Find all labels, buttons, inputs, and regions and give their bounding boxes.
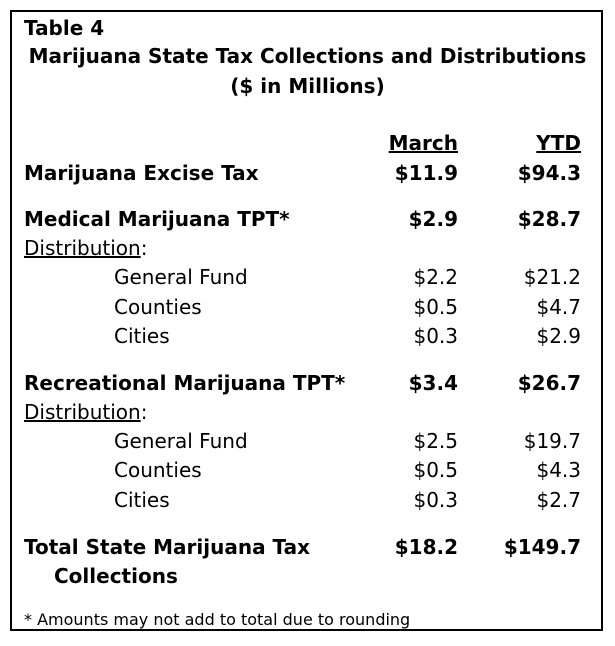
recreational-tpt-label: Recreational Marijuana TPT* bbox=[24, 371, 346, 395]
medical-counties-march: $0.5 bbox=[413, 295, 458, 319]
total-march: $18.2 bbox=[394, 535, 458, 559]
medical-counties-label: Counties bbox=[114, 295, 202, 319]
excise-tax-march: $11.9 bbox=[394, 161, 458, 185]
recreational-tpt-march: $3.4 bbox=[408, 371, 458, 395]
total-ytd: $149.7 bbox=[503, 535, 581, 559]
recreational-counties-march: $0.5 bbox=[413, 458, 458, 482]
footnote: * Amounts may not add to total due to ro… bbox=[24, 610, 411, 629]
col-header-march: March bbox=[388, 131, 458, 155]
recreational-general-fund-march: $2.5 bbox=[413, 429, 458, 453]
medical-cities-ytd: $2.9 bbox=[536, 324, 581, 348]
medical-cities-march: $0.3 bbox=[413, 324, 458, 348]
medical-tpt-label: Medical Marijuana TPT* bbox=[24, 207, 290, 231]
recreational-distribution-label: Distribution: bbox=[24, 400, 148, 424]
medical-counties-ytd: $4.7 bbox=[536, 295, 581, 319]
total-label-line1: Total State Marijuana Tax bbox=[24, 535, 311, 559]
medical-cities-label: Cities bbox=[114, 324, 170, 348]
medical-tpt-ytd: $28.7 bbox=[517, 207, 581, 231]
medical-tpt-march: $2.9 bbox=[408, 207, 458, 231]
recreational-cities-march: $0.3 bbox=[413, 488, 458, 512]
medical-general-fund-ytd: $21.2 bbox=[523, 265, 581, 289]
recreational-counties-label: Counties bbox=[114, 458, 202, 482]
recreational-cities-label: Cities bbox=[114, 488, 170, 512]
recreational-general-fund-label: General Fund bbox=[114, 429, 248, 453]
excise-tax-ytd: $94.3 bbox=[517, 161, 581, 185]
recreational-tpt-ytd: $26.7 bbox=[517, 371, 581, 395]
col-header-ytd: YTD bbox=[536, 131, 581, 155]
table-number: Table 4 bbox=[24, 16, 105, 40]
medical-general-fund-label: General Fund bbox=[114, 265, 248, 289]
excise-tax-label: Marijuana Excise Tax bbox=[24, 161, 259, 185]
table-subtitle: ($ in Millions) bbox=[230, 74, 385, 98]
table-frame: Table 4 Marijuana State Tax Collections … bbox=[10, 10, 603, 631]
recreational-counties-ytd: $4.3 bbox=[536, 458, 581, 482]
recreational-cities-ytd: $2.7 bbox=[536, 488, 581, 512]
table-title: Marijuana State Tax Collections and Dist… bbox=[28, 44, 587, 68]
total-label-line2: Collections bbox=[54, 564, 178, 588]
medical-general-fund-march: $2.2 bbox=[413, 265, 458, 289]
medical-distribution-label: Distribution: bbox=[24, 236, 148, 260]
recreational-general-fund-ytd: $19.7 bbox=[523, 429, 581, 453]
